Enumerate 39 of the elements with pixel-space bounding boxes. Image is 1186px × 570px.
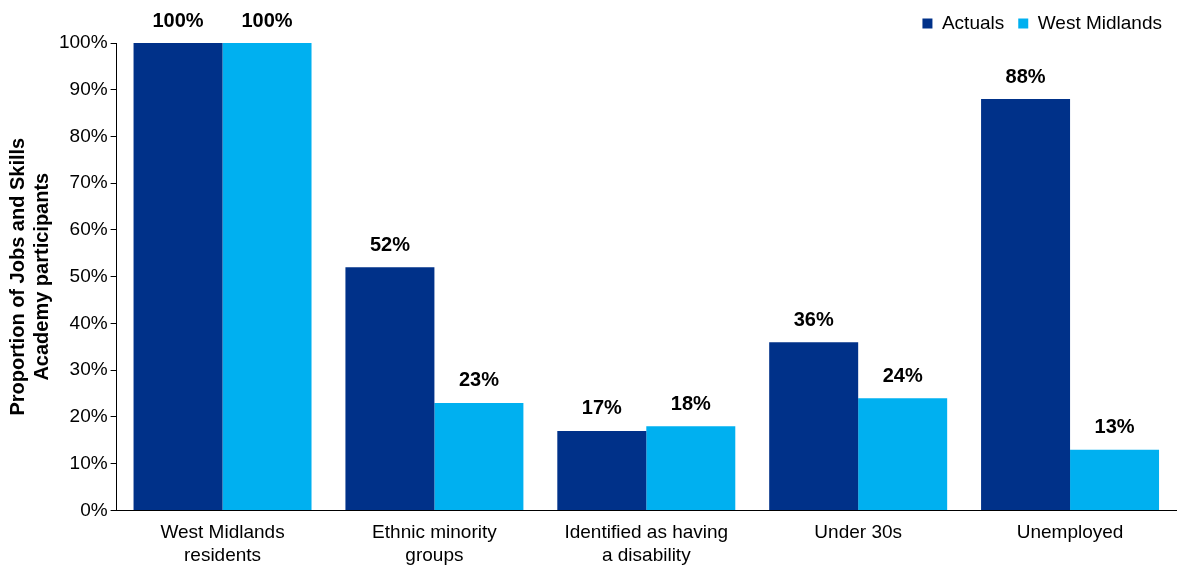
- x-tick-label: West Midlands residents: [160, 521, 285, 565]
- data-label: 88%: [1005, 64, 1046, 87]
- data-label: 13%: [1094, 415, 1135, 438]
- legend-label: Actuals: [941, 11, 1005, 33]
- legend-label: West Midlands: [1037, 11, 1163, 33]
- bar: [858, 398, 948, 510]
- x-tick-label: Identified as having a disability: [564, 521, 729, 565]
- y-tick-label: 40%: [69, 311, 108, 333]
- data-label: 18%: [670, 391, 712, 414]
- bar: [345, 267, 435, 510]
- y-tick-label: 50%: [69, 264, 108, 286]
- y-tick-label: 30%: [69, 358, 108, 380]
- bar: [981, 99, 1071, 510]
- bar: [557, 430, 647, 510]
- bar: [222, 43, 312, 510]
- data-label: 17%: [581, 396, 623, 419]
- y-tick-label: 10%: [69, 451, 108, 473]
- y-tick-label: 100%: [58, 31, 108, 53]
- bar: [769, 342, 859, 510]
- data-label: 23%: [458, 368, 500, 391]
- y-tick-label: 80%: [69, 124, 108, 146]
- data-label: 24%: [882, 363, 923, 386]
- x-tick-label: Ethnic minority groups: [372, 521, 498, 565]
- bar: [646, 426, 736, 510]
- x-tick-label: Under 30s: [814, 521, 903, 543]
- data-label: 100%: [152, 8, 204, 31]
- data-label: 100%: [241, 8, 293, 31]
- bar: [133, 43, 223, 510]
- x-tick-label: Unemployed: [1016, 521, 1124, 543]
- y-tick-label: 90%: [69, 77, 108, 99]
- bar: [1070, 449, 1160, 510]
- data-label: 36%: [793, 307, 834, 330]
- y-tick-label: 70%: [69, 171, 108, 193]
- bar: [434, 402, 524, 510]
- y-tick-label: 0%: [80, 498, 108, 520]
- y-tick-label: 20%: [69, 405, 108, 427]
- data-label: 52%: [369, 232, 411, 255]
- y-tick-label: 60%: [69, 218, 108, 240]
- y-axis-title: Proportion of Jobs and Skills Academy participants: [5, 137, 52, 416]
